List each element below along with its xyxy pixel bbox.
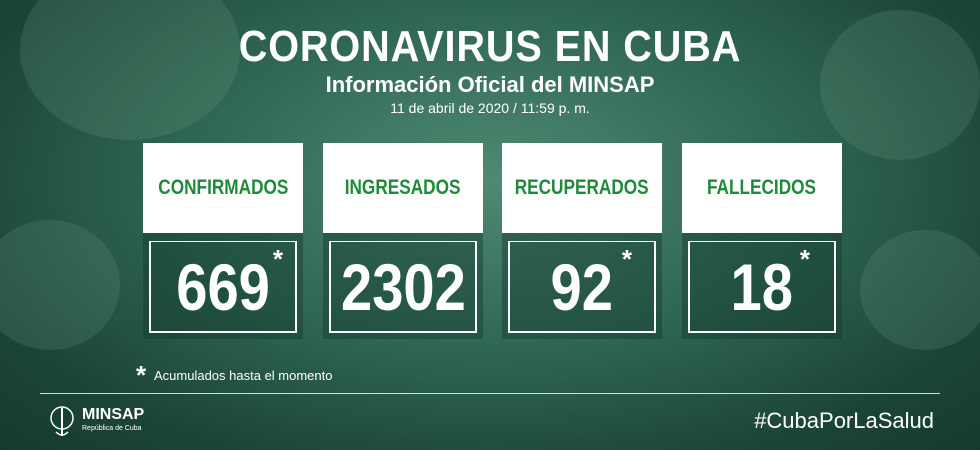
card-value: 2302 (340, 249, 466, 324)
logo-text: MINSAP (82, 406, 145, 423)
date: 11 de abril de 2020 / 11:59 p. m. (390, 100, 590, 116)
card-label: RECUPERADOS (515, 176, 649, 199)
title: CORONAVIRUS EN CUBA (238, 22, 742, 71)
subtitle: Información Oficial del MINSAP (325, 72, 655, 97)
card-value-box: 2302 (329, 241, 477, 333)
divider (40, 393, 940, 394)
card-value: 669 (176, 249, 270, 324)
card-label: CONFIRMADOS (157, 176, 289, 199)
hashtag: #CubaPorLaSalud (754, 408, 934, 433)
card-label: FALLECIDOS (707, 176, 817, 199)
footnote-marker: * (136, 360, 147, 390)
virus-bg (0, 220, 120, 350)
logo-subtitle: República de Cuba (82, 425, 142, 432)
card-label-area: INGRESADOS (323, 143, 483, 233)
card: RECUPERADOS 92 * (502, 143, 662, 339)
card-label-area: FALLECIDOS (682, 143, 842, 233)
card-label-area: RECUPERADOS (502, 143, 662, 233)
virus-bg (820, 10, 980, 160)
virus-bg (20, 0, 240, 140)
footnote: Acumulados hasta el momento (154, 368, 333, 383)
card-marker: * (272, 244, 283, 274)
card: CONFIRMADOS 669 * (143, 143, 303, 339)
card-value: 92 (550, 249, 614, 324)
virus-bg (860, 230, 980, 350)
card-label-area: CONFIRMADOS (143, 143, 303, 233)
card-value: 18 (730, 249, 794, 324)
card-value-box: 18 * (688, 241, 836, 333)
card: INGRESADOS 2302 (323, 143, 483, 339)
card-marker: * (799, 244, 810, 274)
card-value-box: 669 * (149, 241, 297, 333)
card-value-box: 92 * (508, 241, 656, 333)
logo-icon (50, 406, 74, 436)
card: FALLECIDOS 18 * (682, 143, 842, 339)
card-marker: * (621, 244, 632, 274)
card-label: INGRESADOS (345, 176, 461, 199)
